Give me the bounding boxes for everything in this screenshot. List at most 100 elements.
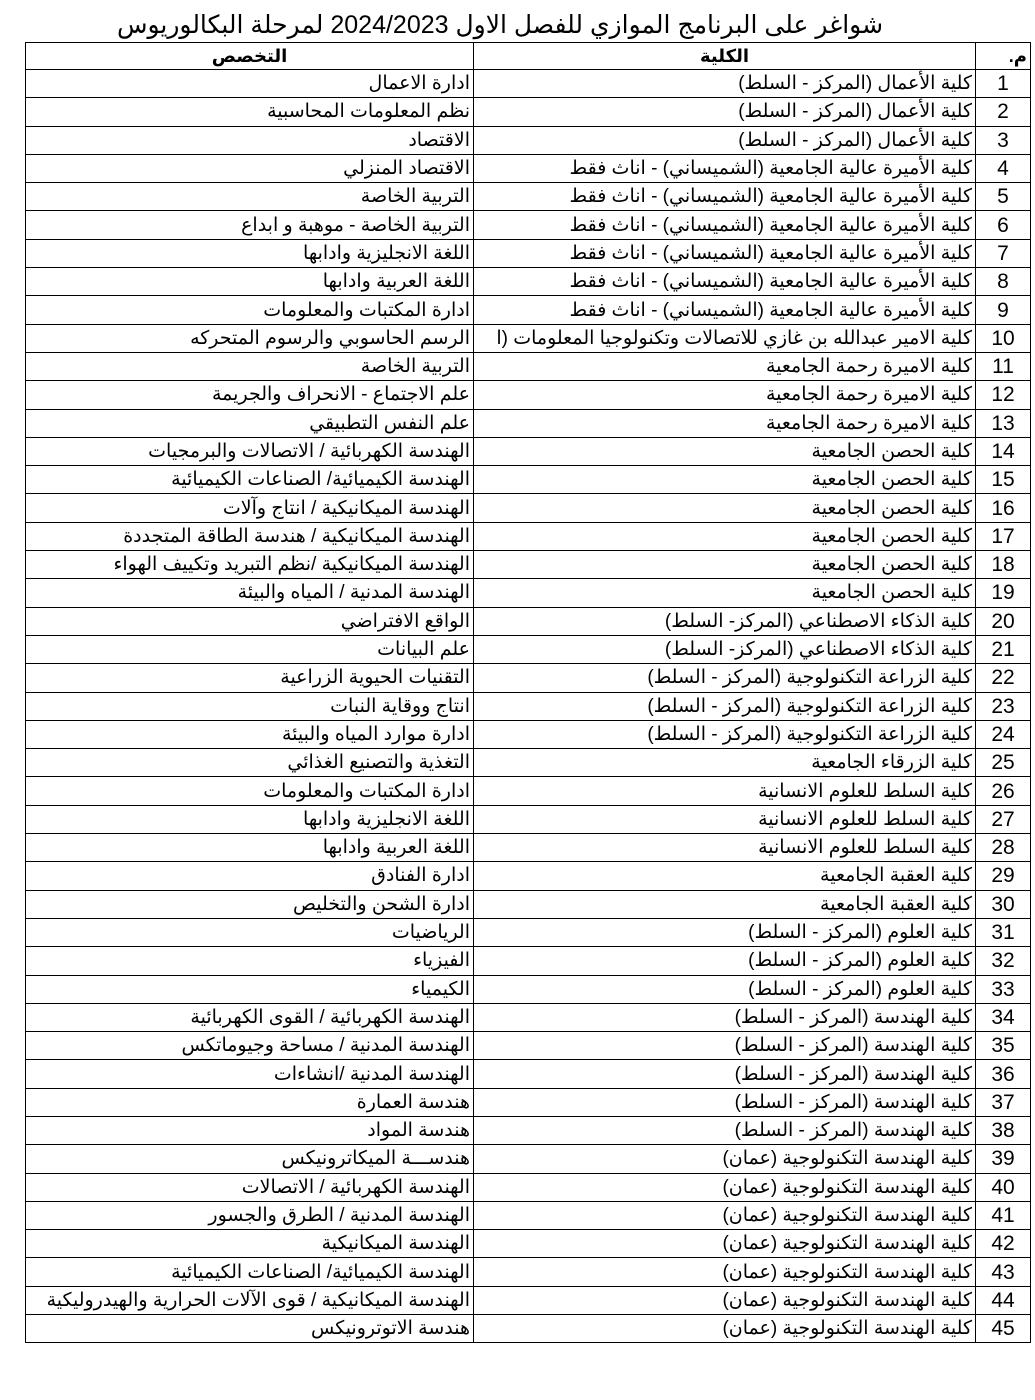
table-row: 24 كلية الزراعة التكنولوجية (المركز - الس… (25, 719, 1031, 750)
college-cell: كلية العلوم (المركز - السلط) (473, 946, 976, 976)
college-cell: كلية الحصن الجامعية (473, 578, 976, 608)
college-cell: كلية العلوم (المركز - السلط) (473, 917, 976, 948)
row-number: 34 (975, 1002, 1031, 1033)
row-number: 15 (975, 465, 1031, 495)
major-cell: الهندسة الكيميائية/ الصناعات الكيميائية (25, 1257, 474, 1287)
major-cell: الواقع الافتراضي (25, 606, 474, 636)
table-row: 20 كلية الذكاء الاصطناعي (المركز- السلط) ا… (25, 606, 1031, 636)
college-cell: كلية العقبة الجامعية (473, 861, 976, 891)
table-row: 19 كلية الحصن الجامعية الهندسة المدنية / ا… (25, 578, 1031, 608)
college-cell: كلية الاميرة رحمة الجامعية (473, 408, 976, 438)
major-cell: ادارة المكتبات والمعلومات (25, 776, 474, 806)
row-number: 20 (975, 606, 1031, 636)
college-cell: كلية السلط للعلوم الانسانية (473, 804, 976, 835)
table-row: 5 كلية الأميرة عالية الجامعية (الشميساني)… (25, 182, 1031, 212)
college-cell: كلية الهندسة (المركز - السلط) (473, 1002, 976, 1033)
college-cell: كلية الهندسة (المركز - السلط) (473, 1059, 976, 1089)
header-major: التخصص (25, 42, 474, 70)
major-cell: الهندسة الكهربائية / الاتصالات (25, 1172, 474, 1202)
college-cell: كلية السلط للعلوم الانسانية (473, 776, 976, 806)
row-number: 26 (975, 776, 1031, 806)
row-number: 19 (975, 578, 1031, 608)
row-number: 42 (975, 1229, 1031, 1259)
major-cell: ادارة المكتبات والمعلومات (25, 295, 474, 325)
major-cell: ادارة الاعمال (25, 68, 474, 99)
major-cell: الهندسة الكيميائية/ الصناعات الكيميائية (25, 465, 474, 495)
major-cell: الرياضيات (25, 917, 474, 948)
table-row: 15 كلية الحصن الجامعية الهندسة الكيميائية/… (25, 465, 1031, 495)
table-row: 7 كلية الأميرة عالية الجامعية (الشميساني)… (25, 238, 1031, 269)
table-row: 44 كلية الهندسة التكنولوجية (عمان) الهندسة… (25, 1285, 1031, 1316)
table-row: 11 كلية الاميرة رحمة الجامعية التربية الخا… (25, 351, 1031, 382)
row-number: 9 (975, 295, 1031, 325)
college-cell: كلية الأميرة عالية الجامعية (الشميساني) … (473, 210, 976, 240)
college-cell: كلية الأميرة عالية الجامعية (الشميساني) … (473, 238, 976, 269)
row-number: 30 (975, 889, 1031, 919)
college-cell: كلية الاميرة رحمة الجامعية (473, 351, 976, 382)
college-cell: كلية الهندسة (المركز - السلط) (473, 1115, 976, 1146)
table-row: 14 كلية الحصن الجامعية الهندسة الكهربائية … (25, 436, 1031, 467)
row-number: 27 (975, 804, 1031, 835)
table-row: 17 كلية الحصن الجامعية الهندسة الميكانيكية… (25, 521, 1031, 552)
major-cell: التربية الخاصة (25, 351, 474, 382)
college-cell: كلية الأميرة عالية الجامعية (الشميساني) … (473, 267, 976, 297)
college-cell: كلية الأعمال (المركز - السلط) (473, 125, 976, 155)
row-number: 10 (975, 323, 1031, 353)
college-cell: كلية الزراعة التكنولوجية (المركز - السلط… (473, 719, 976, 750)
table-row: 27 كلية السلط للعلوم الانسانية اللغة الانج… (25, 804, 1031, 835)
college-cell: كلية الهندسة التكنولوجية (عمان) (473, 1200, 976, 1231)
table-row: 45 كلية الهندسة التكنولوجية (عمان) هندسة ا… (25, 1314, 1031, 1344)
header-college: الكلية (473, 42, 976, 70)
table-row: 13 كلية الاميرة رحمة الجامعية علم النفس ال… (25, 408, 1031, 438)
row-number: 14 (975, 436, 1031, 467)
major-cell: علم النفس التطبيقي (25, 408, 474, 438)
table-row: 3 كلية الأعمال (المركز - السلط) الاقتصاد (25, 125, 1031, 155)
college-cell: كلية الأعمال (المركز - السلط) (473, 97, 976, 127)
table-row: 9 كلية الأميرة عالية الجامعية (الشميساني)… (25, 295, 1031, 325)
college-cell: كلية الحصن الجامعية (473, 465, 976, 495)
table-row: 32 كلية العلوم (المركز - السلط) الفيزياء (25, 946, 1031, 976)
row-number: 12 (975, 380, 1031, 410)
row-number: 3 (975, 125, 1031, 155)
row-number: 8 (975, 267, 1031, 297)
table-row: 28 كلية السلط للعلوم الانسانية اللغة العرب… (25, 833, 1031, 863)
college-cell: كلية الزراعة التكنولوجية (المركز - السلط… (473, 691, 976, 721)
table-row: 23 كلية الزراعة التكنولوجية (المركز - الس… (25, 691, 1031, 721)
row-number: 4 (975, 153, 1031, 184)
college-cell: كلية الهندسة التكنولوجية (عمان) (473, 1257, 976, 1287)
major-cell: نظم المعلومات المحاسبية (25, 97, 474, 127)
table-row: 22 كلية الزراعة التكنولوجية (المركز - الس… (25, 663, 1031, 693)
college-cell: كلية الأميرة عالية الجامعية (الشميساني) … (473, 153, 976, 184)
table-row: 18 كلية الحصن الجامعية الهندسة الميكانيكية… (25, 550, 1031, 580)
major-cell: اللغة الانجليزية وادابها (25, 804, 474, 835)
college-cell: كلية الحصن الجامعية (473, 436, 976, 467)
row-number: 18 (975, 550, 1031, 580)
major-cell: التربية الخاصة (25, 182, 474, 212)
major-cell: الهندسة الميكانيكية / انتاج وآلات (25, 493, 474, 523)
row-number: 35 (975, 1031, 1031, 1061)
college-cell: كلية العقبة الجامعية (473, 889, 976, 919)
table-row: 38 كلية الهندسة (المركز - السلط) هندسة الم… (25, 1115, 1031, 1146)
college-cell: كلية الأميرة عالية الجامعية (الشميساني) … (473, 182, 976, 212)
major-cell: علم البيانات (25, 634, 474, 665)
table-row: 36 كلية الهندسة (المركز - السلط) الهندسة ا… (25, 1059, 1031, 1089)
college-cell: كلية الأميرة عالية الجامعية (الشميساني) … (473, 295, 976, 325)
table-row: 10 كلية الامير عبدالله بن غازي للاتصالات … (25, 323, 1031, 353)
row-number: 7 (975, 238, 1031, 269)
major-cell: الهندسة الميكانيكية / هندسة الطاقة المتج… (25, 521, 474, 552)
major-cell: الهندسة المدنية /انشاءات (25, 1059, 474, 1089)
college-cell: كلية الزرقاء الجامعية (473, 748, 976, 778)
college-cell: كلية الهندسة (المركز - السلط) (473, 1087, 976, 1117)
row-number: 24 (975, 719, 1031, 750)
table-row: 39 كلية الهندسة التكنولوجية (عمان) هندســـ… (25, 1144, 1031, 1174)
row-number: 13 (975, 408, 1031, 438)
major-cell: الهندسة المدنية / الطرق والجسور (25, 1200, 474, 1231)
major-cell: انتاج ووقاية النبات (25, 691, 474, 721)
table-header-row: م. الكلية التخصص (25, 42, 1031, 70)
header-number: م. (975, 42, 1031, 70)
major-cell: هندسة العمارة (25, 1087, 474, 1117)
college-cell: كلية الامير عبدالله بن غازي للاتصالات وت… (473, 323, 976, 353)
college-cell: كلية الحصن الجامعية (473, 521, 976, 552)
vacancies-table: م. الكلية التخصص 1 كلية الأعمال (المركز -… (25, 42, 1031, 1344)
table-row: 43 كلية الهندسة التكنولوجية (عمان) الهندسة… (25, 1257, 1031, 1287)
